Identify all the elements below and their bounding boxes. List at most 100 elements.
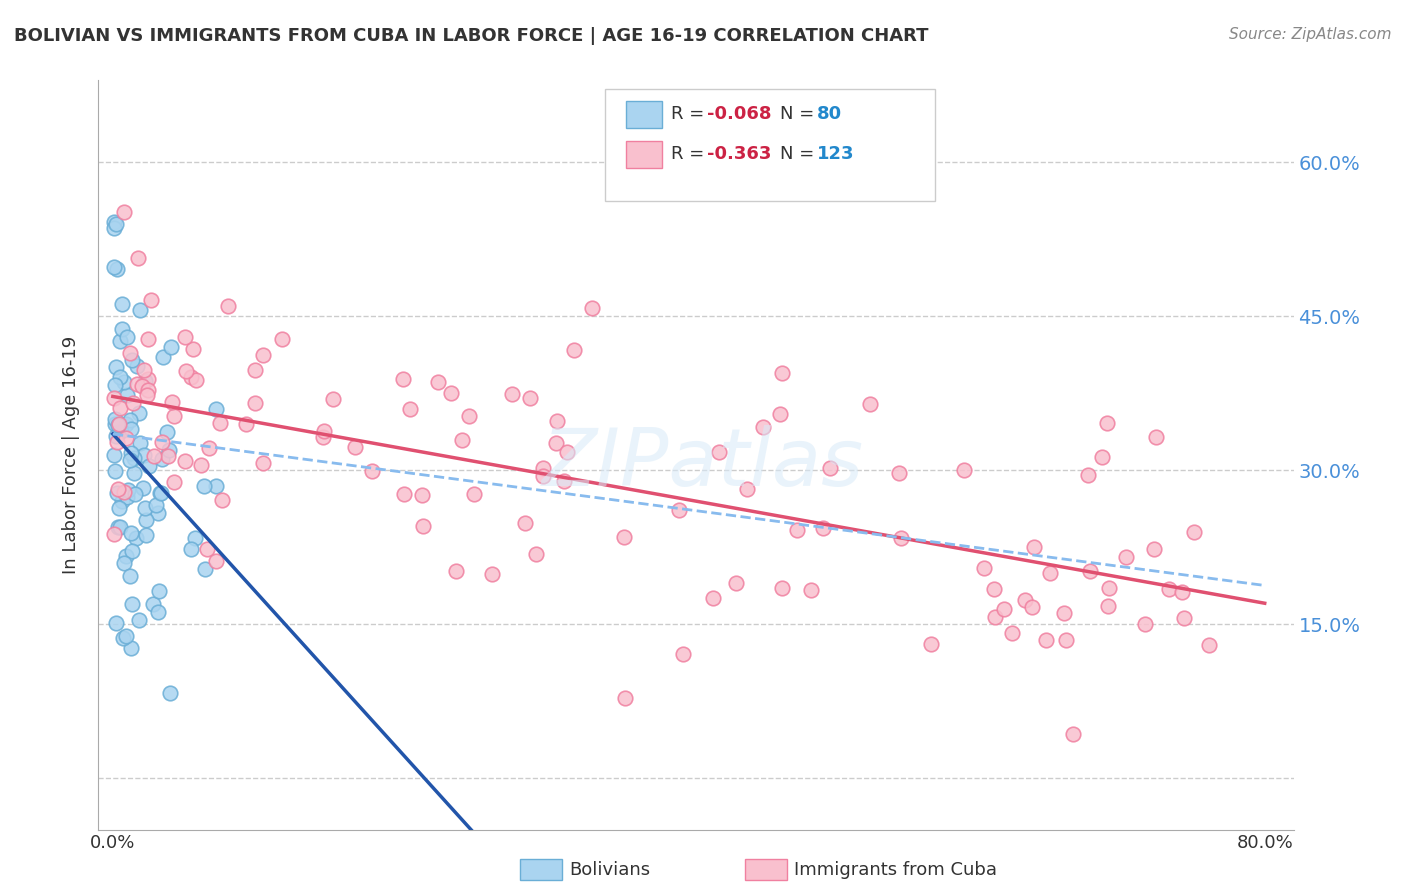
Point bbox=[614, 690, 637, 705]
Point bbox=[920, 637, 942, 651]
Point bbox=[163, 409, 186, 423]
Point bbox=[105, 217, 128, 231]
Point bbox=[411, 488, 433, 502]
Point bbox=[104, 417, 127, 431]
Point bbox=[195, 541, 218, 556]
Point bbox=[769, 407, 792, 421]
Point bbox=[235, 417, 257, 432]
Point bbox=[184, 373, 207, 387]
Point bbox=[121, 543, 143, 558]
Point bbox=[1035, 632, 1057, 647]
Point bbox=[193, 479, 215, 493]
Point bbox=[181, 342, 204, 356]
Point bbox=[122, 451, 145, 466]
Point bbox=[104, 411, 127, 425]
Point bbox=[1098, 581, 1121, 595]
Point bbox=[983, 582, 1005, 596]
Point bbox=[108, 500, 131, 515]
Point bbox=[125, 359, 148, 374]
Point bbox=[114, 549, 136, 564]
Point bbox=[458, 409, 481, 423]
Text: Source: ZipAtlas.com: Source: ZipAtlas.com bbox=[1229, 27, 1392, 42]
Point bbox=[111, 296, 134, 310]
Point bbox=[1173, 611, 1195, 625]
Text: Bolivians: Bolivians bbox=[569, 861, 651, 879]
Point bbox=[107, 520, 129, 534]
Point bbox=[163, 475, 186, 489]
Point bbox=[252, 456, 274, 470]
Point bbox=[270, 332, 292, 346]
Point bbox=[112, 632, 135, 646]
Point bbox=[312, 425, 335, 439]
Point bbox=[149, 485, 172, 500]
Point bbox=[180, 370, 202, 384]
Point bbox=[1054, 633, 1077, 648]
Point bbox=[668, 503, 690, 517]
Point bbox=[115, 629, 138, 643]
Point bbox=[103, 215, 125, 229]
Point bbox=[204, 554, 226, 568]
Point bbox=[128, 613, 150, 627]
Point bbox=[392, 487, 415, 501]
Point bbox=[138, 458, 160, 473]
Point bbox=[752, 419, 775, 434]
Point bbox=[672, 647, 695, 661]
Point bbox=[1062, 727, 1084, 741]
Point bbox=[135, 513, 157, 527]
Point bbox=[1021, 600, 1043, 615]
Point bbox=[108, 425, 131, 439]
Point bbox=[103, 527, 125, 541]
Point bbox=[134, 500, 156, 515]
Point bbox=[724, 575, 747, 590]
Point bbox=[125, 531, 148, 545]
Point bbox=[1022, 540, 1045, 554]
Point bbox=[139, 293, 162, 307]
Point bbox=[184, 531, 207, 545]
Point bbox=[205, 479, 228, 493]
Point bbox=[343, 440, 366, 454]
Point bbox=[515, 516, 537, 530]
Point bbox=[149, 486, 172, 500]
Point bbox=[107, 435, 129, 450]
Point bbox=[120, 422, 142, 436]
Point bbox=[519, 391, 541, 405]
Point bbox=[312, 430, 335, 444]
Point bbox=[811, 521, 834, 535]
Point bbox=[134, 374, 156, 388]
Point bbox=[143, 449, 166, 463]
Point bbox=[118, 569, 141, 583]
Point bbox=[1115, 549, 1137, 564]
Text: 80: 80 bbox=[817, 105, 842, 123]
Point bbox=[115, 330, 138, 344]
Point bbox=[117, 388, 139, 402]
Text: 123: 123 bbox=[817, 145, 855, 163]
Point bbox=[107, 417, 129, 432]
Point bbox=[121, 597, 143, 611]
Point bbox=[890, 531, 912, 545]
Point bbox=[152, 350, 174, 364]
Point bbox=[135, 528, 157, 542]
Point bbox=[392, 372, 415, 386]
Point bbox=[124, 466, 146, 480]
Text: BOLIVIAN VS IMMIGRANTS FROM CUBA IN LABOR FORCE | AGE 16-19 CORRELATION CHART: BOLIVIAN VS IMMIGRANTS FROM CUBA IN LABO… bbox=[14, 27, 928, 45]
Point bbox=[1097, 599, 1119, 613]
Point bbox=[118, 453, 141, 467]
Point bbox=[1039, 566, 1062, 580]
Point bbox=[159, 686, 181, 700]
Point bbox=[562, 343, 585, 358]
Text: N =: N = bbox=[780, 145, 820, 163]
Point bbox=[134, 448, 156, 462]
Point bbox=[180, 542, 202, 557]
Point bbox=[1001, 625, 1024, 640]
Point bbox=[132, 481, 155, 495]
Point bbox=[1159, 582, 1181, 596]
Point bbox=[108, 520, 131, 534]
Point bbox=[132, 363, 155, 377]
Point bbox=[735, 483, 758, 497]
Point bbox=[1198, 638, 1220, 652]
Point bbox=[1091, 450, 1114, 464]
Point bbox=[160, 394, 183, 409]
Point bbox=[481, 566, 503, 581]
Point bbox=[322, 392, 344, 406]
Point bbox=[115, 417, 138, 431]
